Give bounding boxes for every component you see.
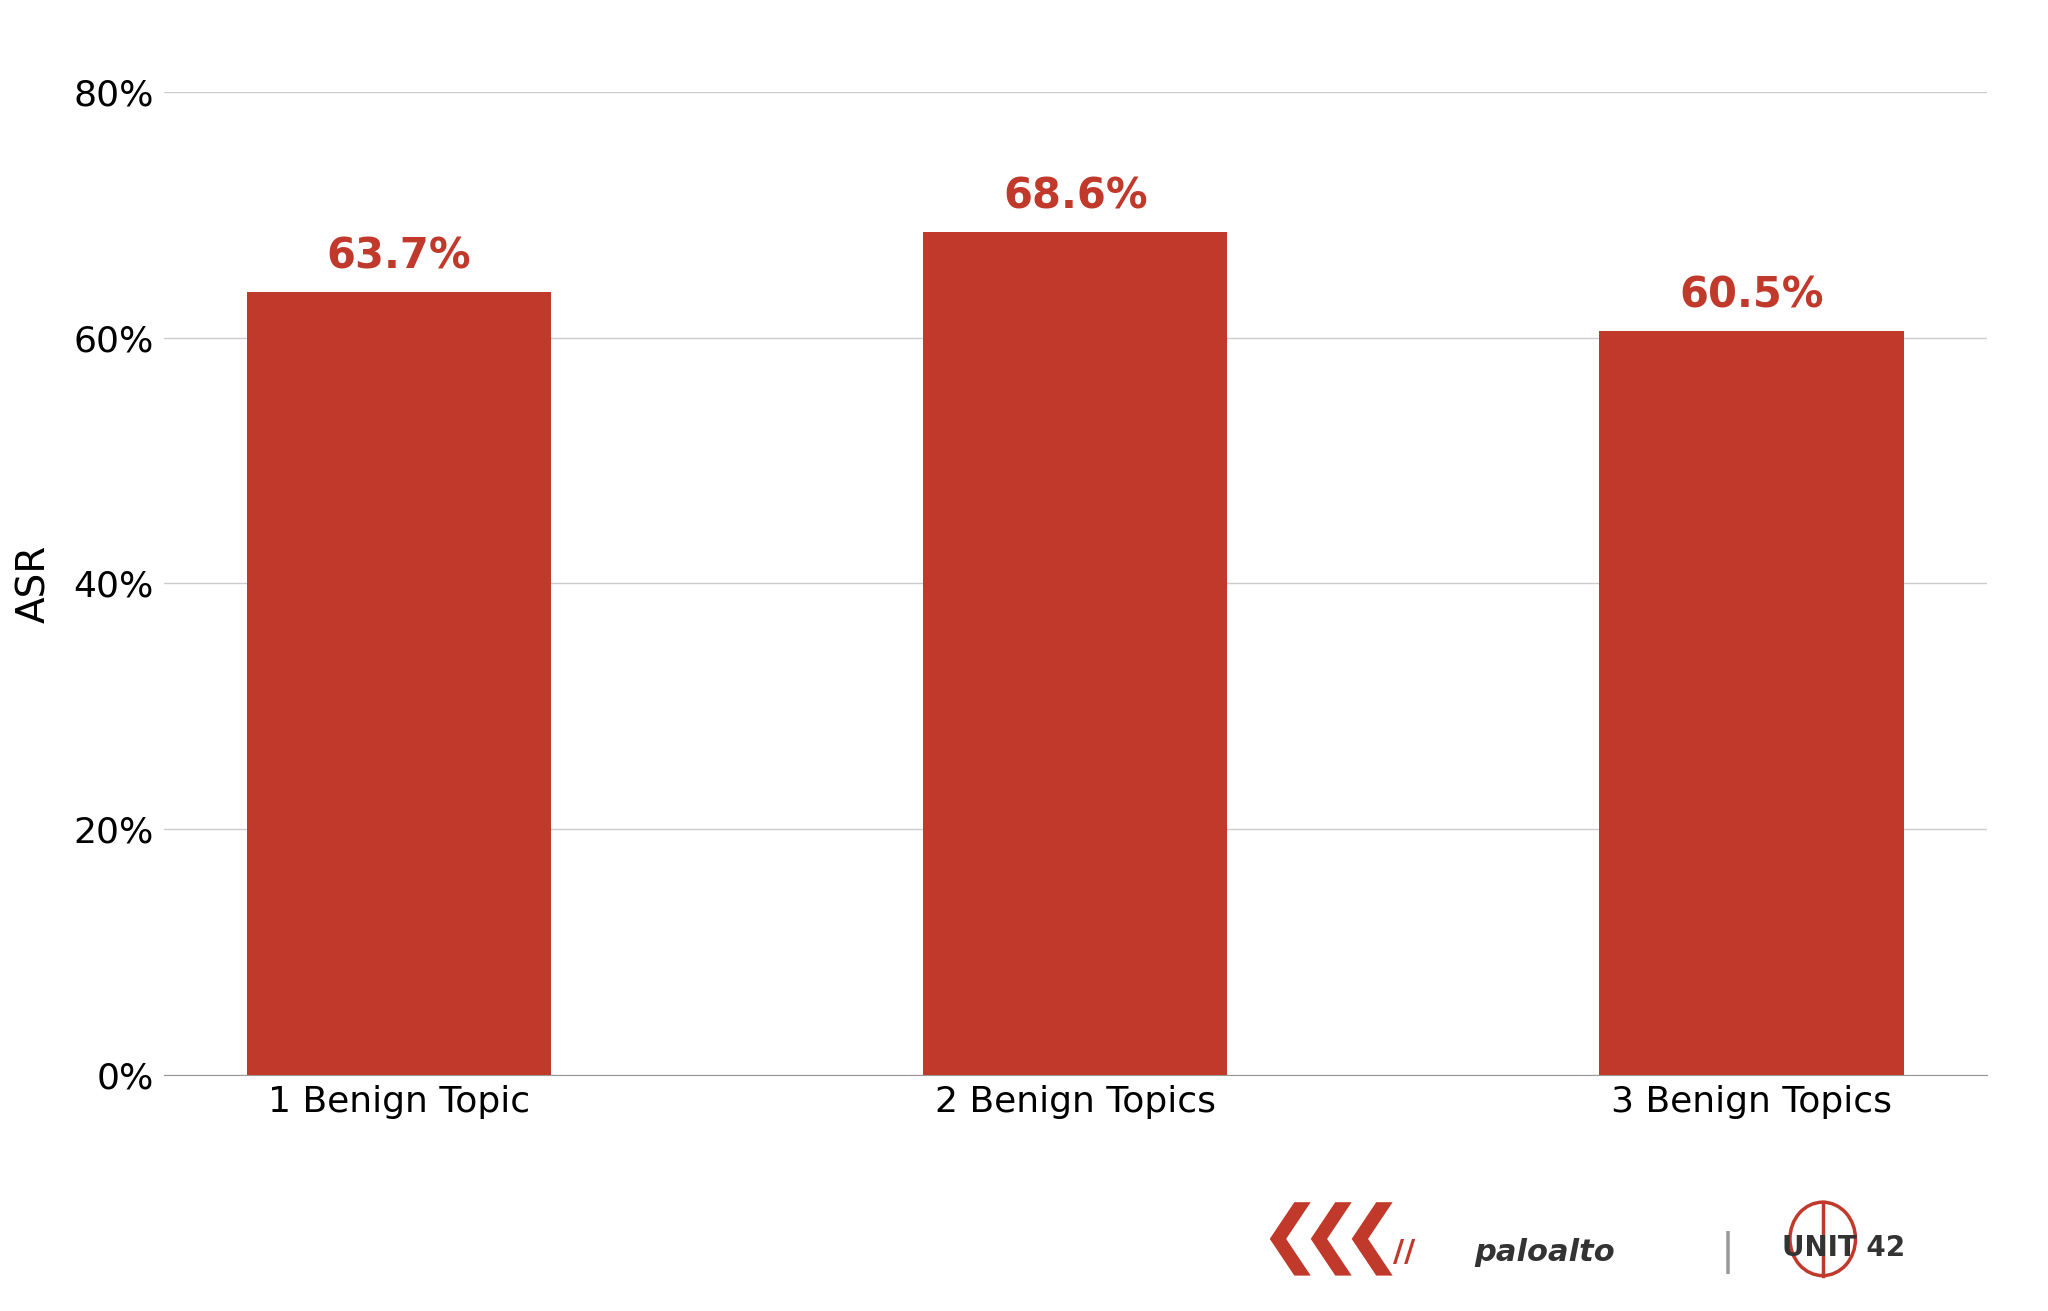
Text: UNIT 42: UNIT 42 <box>1782 1234 1905 1262</box>
Bar <box>246 292 551 1075</box>
Polygon shape <box>1311 1202 1352 1276</box>
Bar <box>924 232 1227 1075</box>
Bar <box>1599 332 1905 1075</box>
Polygon shape <box>1270 1202 1311 1276</box>
Text: 60.5%: 60.5% <box>1679 275 1825 317</box>
Text: |: | <box>1720 1231 1735 1273</box>
Polygon shape <box>1352 1202 1393 1276</box>
Text: 63.7%: 63.7% <box>326 236 471 278</box>
Text: 68.6%: 68.6% <box>1004 176 1147 218</box>
Text: paloalto: paloalto <box>1475 1238 1616 1266</box>
Y-axis label: ASR: ASR <box>14 544 53 623</box>
Text: //: // <box>1393 1238 1415 1266</box>
